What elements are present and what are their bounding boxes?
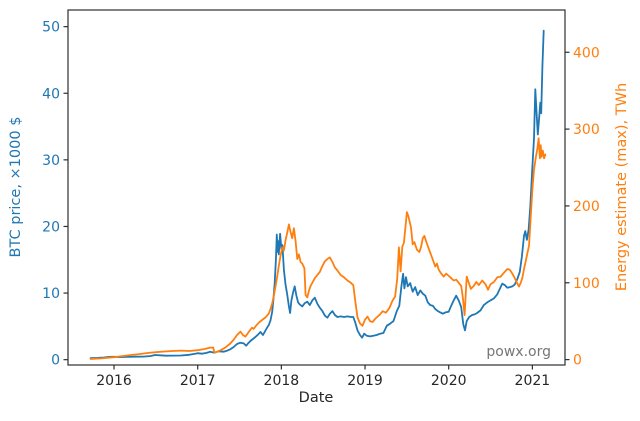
series-line-left bbox=[89, 29, 545, 360]
y-left-tick-label: 30 bbox=[42, 153, 60, 169]
y-left-tick-label: 10 bbox=[42, 286, 60, 302]
x-tick-label: 2021 bbox=[515, 373, 551, 389]
plot-spines bbox=[67, 9, 566, 366]
x-axis-title: Date bbox=[298, 390, 334, 406]
y-left-tick-label: 50 bbox=[42, 20, 60, 36]
y-left-tick-label: 20 bbox=[42, 219, 60, 235]
x-tick-label: 2020 bbox=[431, 373, 467, 389]
y-right-tick-label: 0 bbox=[573, 353, 582, 369]
series-line-right bbox=[89, 137, 547, 360]
right-axis-title: Energy estimate (max), TWh bbox=[614, 82, 630, 292]
y-right-tick-label: 300 bbox=[573, 122, 600, 138]
x-tick-label: 2019 bbox=[347, 373, 383, 389]
y-left-tick-label: 0 bbox=[51, 353, 60, 369]
left-axis-title: BTC price, ×1000 $ bbox=[8, 116, 24, 258]
watermark-powx-org: powx.org bbox=[486, 344, 551, 360]
x-tick-label: 2017 bbox=[180, 373, 216, 389]
y-right-tick-label: 200 bbox=[573, 199, 600, 215]
y-right-tick-label: 400 bbox=[573, 45, 600, 61]
x-tick-label: 2016 bbox=[96, 373, 132, 389]
y-right-tick-label: 100 bbox=[573, 276, 600, 292]
y-left-tick-label: 40 bbox=[42, 86, 60, 102]
x-tick-label: 2018 bbox=[264, 373, 300, 389]
